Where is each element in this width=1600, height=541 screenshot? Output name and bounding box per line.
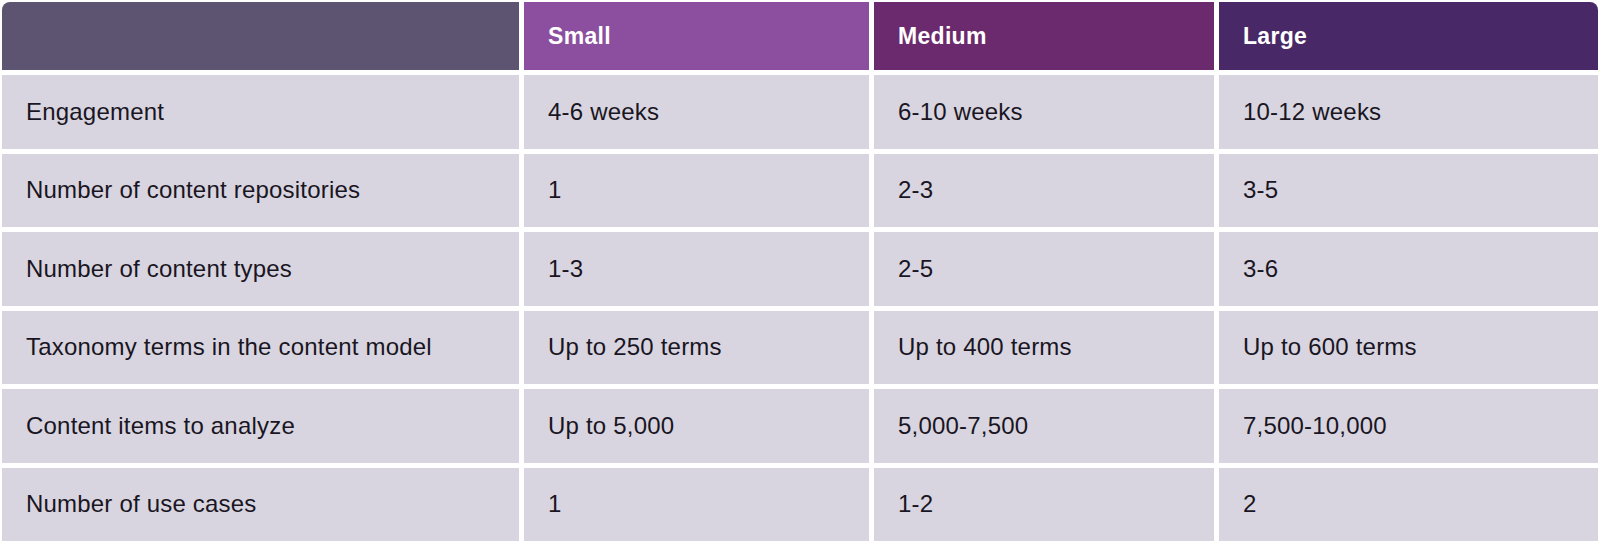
scoping-table: Small Medium Large Engagement 4-6 weeks … [2, 2, 1598, 541]
column-header-label: Small [548, 23, 611, 50]
table-cell: 2-5 [874, 232, 1214, 306]
table-cell: Up to 600 terms [1219, 311, 1598, 385]
row-label-cell: Number of use cases [2, 468, 519, 541]
header-corner-cell [2, 2, 519, 70]
column-header-small: Small [524, 2, 869, 70]
table-cell: 3-6 [1219, 232, 1598, 306]
row-label-cell: Number of content repositories [2, 154, 519, 228]
row-label-cell: Content items to analyze [2, 389, 519, 463]
table-cell: 1 [524, 468, 869, 541]
table-cell: Up to 5,000 [524, 389, 869, 463]
column-header-label: Medium [898, 23, 987, 50]
table-cell: Up to 400 terms [874, 311, 1214, 385]
table-cell: 1-3 [524, 232, 869, 306]
table-cell: 3-5 [1219, 154, 1598, 228]
column-header-large: Large [1219, 2, 1598, 70]
table-cell: 2 [1219, 468, 1598, 541]
column-header-medium: Medium [874, 2, 1214, 70]
column-header-label: Large [1243, 23, 1307, 50]
table-cell: 2-3 [874, 154, 1214, 228]
table-cell: 7,500-10,000 [1219, 389, 1598, 463]
row-label-cell: Engagement [2, 75, 519, 149]
table-cell: 6-10 weeks [874, 75, 1214, 149]
table-cell: 1-2 [874, 468, 1214, 541]
table-cell: Up to 250 terms [524, 311, 869, 385]
table-cell: 4-6 weeks [524, 75, 869, 149]
row-label-cell: Taxonomy terms in the content model [2, 311, 519, 385]
table-cell: 1 [524, 154, 869, 228]
table-cell: 10-12 weeks [1219, 75, 1598, 149]
table-cell: 5,000-7,500 [874, 389, 1214, 463]
row-label-cell: Number of content types [2, 232, 519, 306]
